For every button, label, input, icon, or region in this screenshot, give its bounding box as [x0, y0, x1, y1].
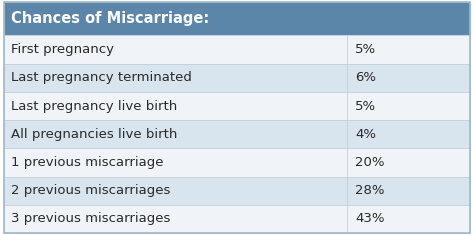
- Text: 5%: 5%: [355, 99, 376, 113]
- Text: First pregnancy: First pregnancy: [11, 43, 114, 56]
- Text: Chances of Miscarriage:: Chances of Miscarriage:: [11, 11, 209, 26]
- Bar: [4, 177, 346, 205]
- Bar: [346, 92, 470, 120]
- Bar: [4, 148, 346, 177]
- Text: 43%: 43%: [355, 212, 384, 226]
- Bar: [346, 148, 470, 177]
- Bar: [4, 120, 346, 148]
- Text: 1 previous miscarriage: 1 previous miscarriage: [11, 156, 164, 169]
- Bar: [346, 177, 470, 205]
- Bar: [4, 2, 470, 35]
- Text: Last pregnancy terminated: Last pregnancy terminated: [11, 71, 192, 84]
- Bar: [346, 35, 470, 64]
- Text: 28%: 28%: [355, 184, 384, 197]
- Bar: [346, 120, 470, 148]
- Text: 2 previous miscarriages: 2 previous miscarriages: [11, 184, 170, 197]
- Bar: [4, 64, 346, 92]
- Text: 5%: 5%: [355, 43, 376, 56]
- Bar: [346, 64, 470, 92]
- Bar: [4, 35, 346, 64]
- Text: All pregnancies live birth: All pregnancies live birth: [11, 128, 177, 141]
- Text: 6%: 6%: [355, 71, 376, 84]
- Bar: [4, 205, 346, 233]
- Text: 3 previous miscarriages: 3 previous miscarriages: [11, 212, 170, 226]
- Text: 4%: 4%: [355, 128, 376, 141]
- Bar: [346, 205, 470, 233]
- Text: Last pregnancy live birth: Last pregnancy live birth: [11, 99, 177, 113]
- Bar: [4, 92, 346, 120]
- Text: 20%: 20%: [355, 156, 384, 169]
